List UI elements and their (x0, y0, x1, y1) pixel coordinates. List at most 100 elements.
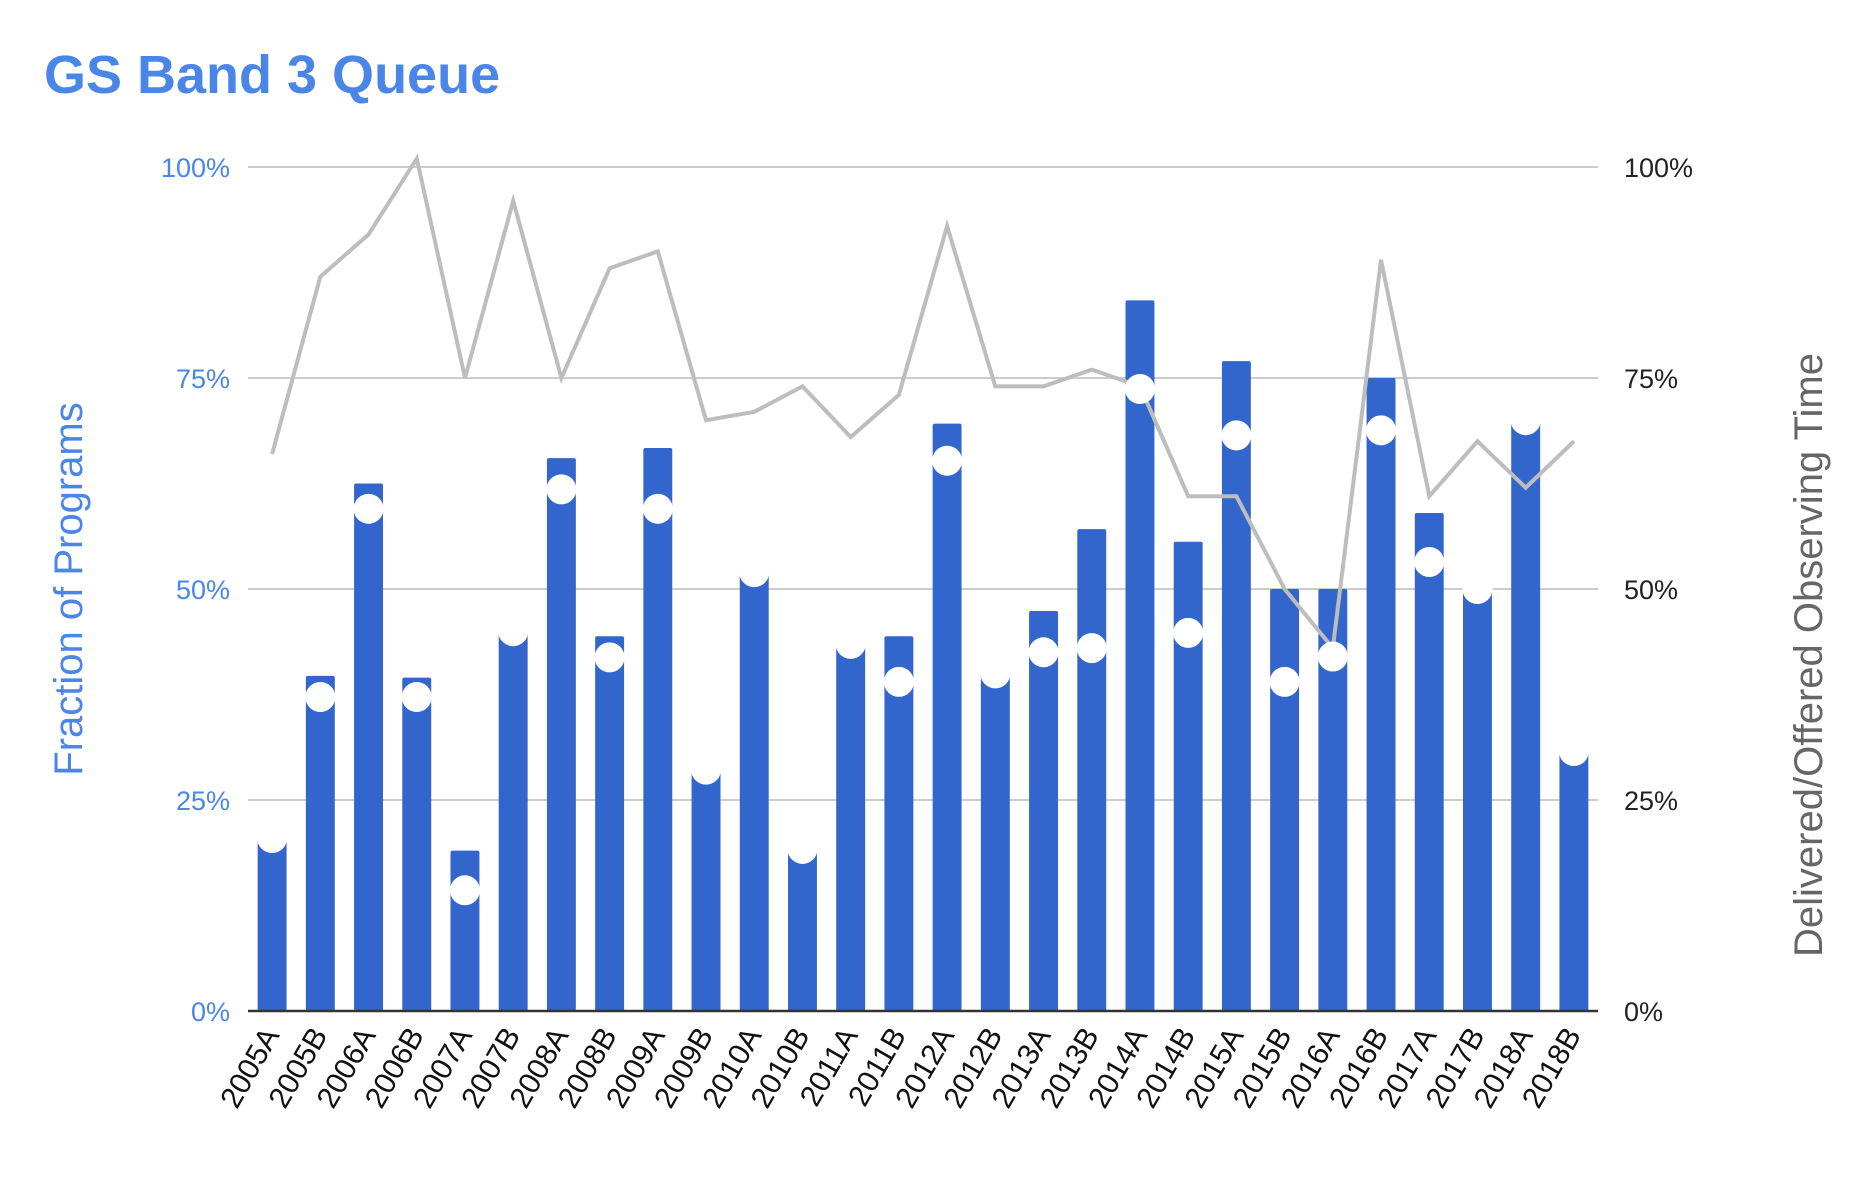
dot-point (1317, 641, 1348, 672)
dot-point (1124, 373, 1155, 404)
bar (836, 643, 866, 1011)
dot-point (1462, 574, 1493, 604)
line-point (560, 377, 562, 379)
dot-point (449, 875, 480, 906)
bar (498, 631, 528, 1011)
bar (1173, 541, 1203, 1011)
bar (1511, 420, 1541, 1011)
line-series-path (270, 153, 1576, 653)
bar (402, 677, 432, 1011)
y-tick-label: 0% (191, 997, 230, 1027)
line-point (946, 225, 948, 227)
line-point (319, 276, 321, 278)
bar (305, 675, 335, 1011)
dot-point (1221, 420, 1252, 451)
bar (257, 837, 287, 1011)
line-point (1380, 259, 1382, 261)
line-point (1091, 369, 1093, 371)
bar (354, 483, 383, 1011)
line-point (512, 200, 514, 202)
line-point (1573, 440, 1575, 442)
bar (643, 448, 673, 1011)
dot-point (1028, 637, 1059, 668)
line-series (270, 153, 1576, 653)
bar (1559, 751, 1589, 1011)
bar (1463, 589, 1492, 1011)
y-tick-label: 100% (161, 153, 230, 183)
dot-point (980, 658, 1011, 689)
bar (1077, 529, 1107, 1011)
dot-point (1510, 405, 1541, 436)
line-point (1428, 495, 1430, 497)
bar (1221, 361, 1251, 1011)
dot-point (305, 682, 336, 713)
dot-series (257, 373, 1589, 906)
dot-point (1269, 666, 1300, 697)
line-point (705, 419, 707, 421)
y2-tick-label: 50% (1624, 575, 1678, 605)
bar (884, 636, 914, 1011)
line-point (416, 158, 418, 160)
y2-tick-label: 25% (1624, 786, 1678, 816)
dot-point (1558, 736, 1589, 767)
line-point (1235, 495, 1237, 497)
line-point (1187, 495, 1189, 497)
line-point (1476, 440, 1478, 442)
line-point (657, 250, 659, 252)
bar (980, 673, 1010, 1011)
line-point (1043, 385, 1045, 387)
bar (788, 848, 817, 1011)
dot-point (594, 642, 625, 673)
dot-point (835, 628, 866, 659)
line-point (753, 411, 755, 413)
bar (1318, 589, 1348, 1011)
dot-point (401, 682, 432, 713)
y-tick-label: 50% (176, 575, 230, 605)
y2-tick-label: 100% (1624, 153, 1693, 183)
bar (1366, 378, 1396, 1011)
bar (1414, 513, 1444, 1011)
y2-tick-label: 0% (1624, 997, 1663, 1027)
dot-point (1414, 546, 1445, 577)
y-tick-label: 75% (176, 364, 230, 394)
dot-point (642, 493, 673, 524)
bar (932, 423, 962, 1011)
line-point (609, 267, 611, 269)
line-point (994, 385, 996, 387)
y2-axis-title: Delivered/Offered Observing Time (1787, 353, 1831, 957)
bar (450, 850, 480, 1011)
y-tick-label: 25% (176, 786, 230, 816)
dot-point (787, 833, 818, 864)
line-point (1525, 487, 1527, 489)
dot-point (932, 445, 963, 476)
dot-point (739, 557, 770, 588)
bar (1029, 610, 1058, 1011)
line-point (850, 436, 852, 438)
line-point (801, 385, 803, 387)
line-point (368, 234, 370, 236)
dot-point (1076, 633, 1107, 664)
bar (546, 458, 576, 1011)
dot-point (1173, 617, 1204, 648)
dot-point (353, 493, 384, 524)
bar (691, 769, 721, 1011)
bar (739, 572, 769, 1011)
chart-title: GS Band 3 Queue (44, 45, 501, 105)
dot-point (257, 822, 288, 853)
dot-point (498, 616, 529, 647)
bar (595, 636, 625, 1011)
y2-tick-label: 75% (1624, 364, 1678, 394)
line-point (271, 453, 273, 455)
dot-point (883, 666, 914, 697)
dot-point (546, 474, 577, 505)
bar (1270, 589, 1300, 1011)
dot-point (1366, 415, 1397, 446)
bar (1125, 300, 1155, 1011)
line-point (464, 377, 466, 379)
y-axis-title: Fraction of Programs (47, 402, 91, 775)
bar-series (257, 300, 1589, 1011)
dot-point (691, 754, 722, 785)
line-point (898, 394, 900, 396)
line-point (1284, 588, 1286, 590)
